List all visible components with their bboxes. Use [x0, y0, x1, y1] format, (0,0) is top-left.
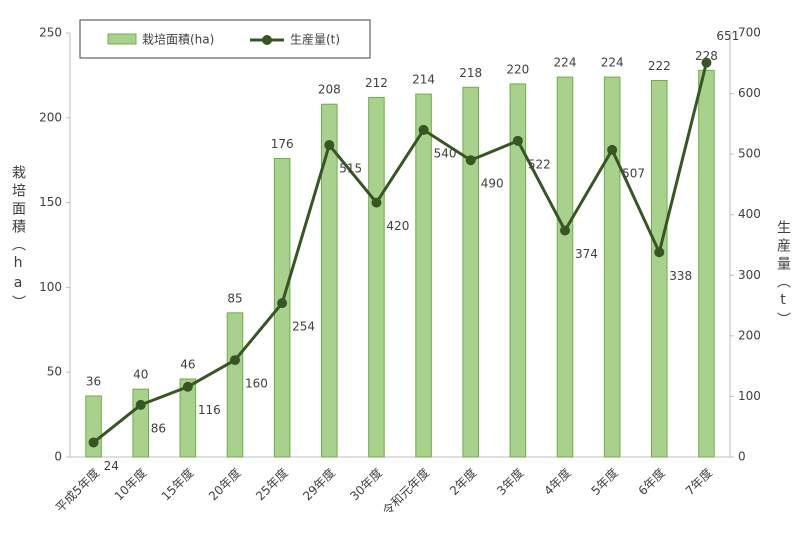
- bar-value-label: 224: [601, 56, 624, 70]
- y2-tick-label: 500: [738, 147, 761, 161]
- bar: [556, 76, 574, 458]
- bar: [509, 83, 527, 458]
- line-value-label: 651: [716, 29, 739, 43]
- line-value-label: 540: [434, 146, 457, 160]
- line-value-label: 374: [575, 247, 598, 261]
- bar-value-label: 214: [412, 73, 435, 87]
- line-value-label: 86: [151, 421, 166, 435]
- y-tick-label: 150: [39, 195, 62, 209]
- bar-value-label: 208: [318, 83, 341, 97]
- line-marker: [465, 155, 476, 166]
- y2-tick-label: 200: [738, 328, 761, 342]
- line-marker: [371, 197, 382, 208]
- bar: [321, 103, 338, 458]
- line-value-label: 160: [245, 377, 268, 391]
- line-marker: [607, 144, 618, 155]
- line-marker: [418, 124, 429, 135]
- bar-value-label: 176: [271, 137, 294, 151]
- bar: [85, 395, 102, 458]
- legend-swatch: [262, 35, 272, 45]
- y2-tick-label: 600: [738, 86, 761, 100]
- y-axis-label: 栽培面積（ha）: [10, 165, 26, 313]
- line-value-label: 338: [669, 269, 692, 283]
- bar-value-label: 46: [180, 357, 195, 371]
- line-marker: [135, 399, 146, 410]
- line-value-label: 24: [104, 459, 119, 473]
- y2-tick-label: 0: [738, 450, 746, 464]
- bar: [603, 76, 621, 458]
- bar: [651, 79, 668, 458]
- y-tick-label: 50: [47, 365, 62, 379]
- bar-value-label: 224: [554, 56, 577, 70]
- bar: [179, 378, 197, 458]
- bar: [226, 312, 244, 458]
- legend-label: 栽培面積(ha): [142, 32, 214, 47]
- bar-value-label: 40: [133, 368, 148, 382]
- line-value-label: 420: [386, 219, 409, 233]
- y-tick-label: 250: [39, 26, 62, 40]
- legend-label: 生産量(t): [290, 32, 340, 47]
- bar-value-label: 212: [365, 76, 388, 90]
- bar-value-label: 85: [227, 291, 242, 305]
- line-value-label: 254: [292, 320, 315, 334]
- bar-value-label: 218: [459, 66, 482, 80]
- line-marker: [701, 57, 712, 68]
- y-tick-label: 200: [39, 110, 62, 124]
- bar-value-label: 36: [86, 374, 101, 388]
- line-value-label: 515: [339, 162, 362, 176]
- line-value-label: 490: [481, 177, 504, 191]
- bar: [132, 388, 149, 458]
- line-marker: [324, 140, 335, 151]
- line-marker: [512, 135, 523, 146]
- line-value-label: 522: [528, 157, 551, 171]
- line-marker: [560, 225, 570, 236]
- y-tick-label: 100: [39, 280, 62, 294]
- bar-value-label: 228: [695, 49, 718, 63]
- line-value-label: 507: [622, 166, 645, 180]
- line: [92, 62, 708, 444]
- y2-tick-label: 300: [738, 268, 761, 282]
- line-marker: [230, 355, 240, 366]
- bar: [415, 93, 432, 458]
- line-marker: [182, 381, 193, 392]
- y2-tick-label: 700: [738, 26, 761, 40]
- line-marker: [88, 437, 99, 448]
- bar: [698, 69, 715, 458]
- legend-swatch: [107, 33, 137, 45]
- y2-axis-label: 生産量（t）: [775, 220, 791, 330]
- line-value-label: 116: [198, 403, 221, 417]
- bar-value-label: 220: [506, 62, 529, 76]
- bar: [462, 86, 479, 458]
- bar: [368, 96, 385, 458]
- y2-tick-label: 100: [738, 389, 761, 403]
- y2-tick-label: 400: [738, 207, 761, 221]
- bar-value-label: 222: [648, 59, 671, 73]
- line-marker: [277, 298, 288, 309]
- line-marker: [654, 247, 665, 258]
- y-tick-label: 0: [54, 450, 62, 464]
